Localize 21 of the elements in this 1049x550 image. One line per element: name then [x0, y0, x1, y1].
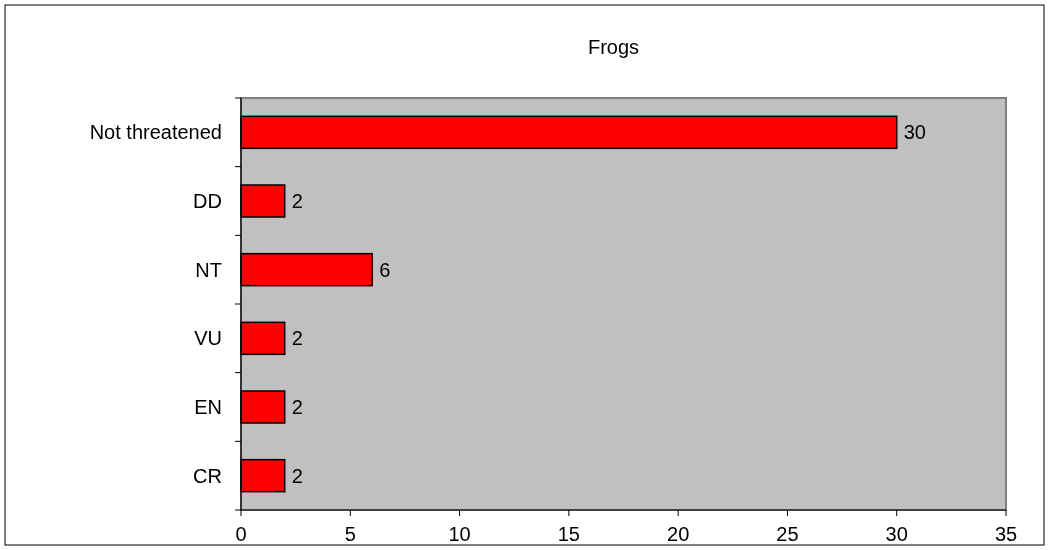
- x-tick-label: 15: [557, 523, 580, 545]
- y-tick-label: VU: [194, 327, 222, 350]
- data-label: 2: [291, 396, 303, 418]
- y-tick-label: NT: [195, 258, 222, 281]
- x-tick-label: 25: [776, 523, 799, 545]
- x-tick-label: 0: [235, 523, 247, 545]
- data-label: 2: [291, 327, 303, 350]
- x-tick-label: 10: [448, 523, 471, 545]
- data-label: 2: [291, 464, 303, 487]
- chart-title: Frogs: [587, 36, 640, 58]
- x-tick-label: 5: [344, 523, 356, 545]
- y-tick-label: EN: [194, 396, 222, 418]
- y-tick-label: DD: [193, 190, 222, 212]
- data-label: 30: [903, 121, 926, 144]
- x-tick-label: 20: [667, 523, 690, 545]
- x-tick-label: 35: [994, 523, 1018, 545]
- data-label: 6: [379, 258, 391, 281]
- y-tick-label: Not threatened: [89, 121, 222, 144]
- x-tick-label: 30: [885, 523, 908, 545]
- y-tick-label: CR: [193, 464, 222, 487]
- data-label: 2: [291, 190, 303, 212]
